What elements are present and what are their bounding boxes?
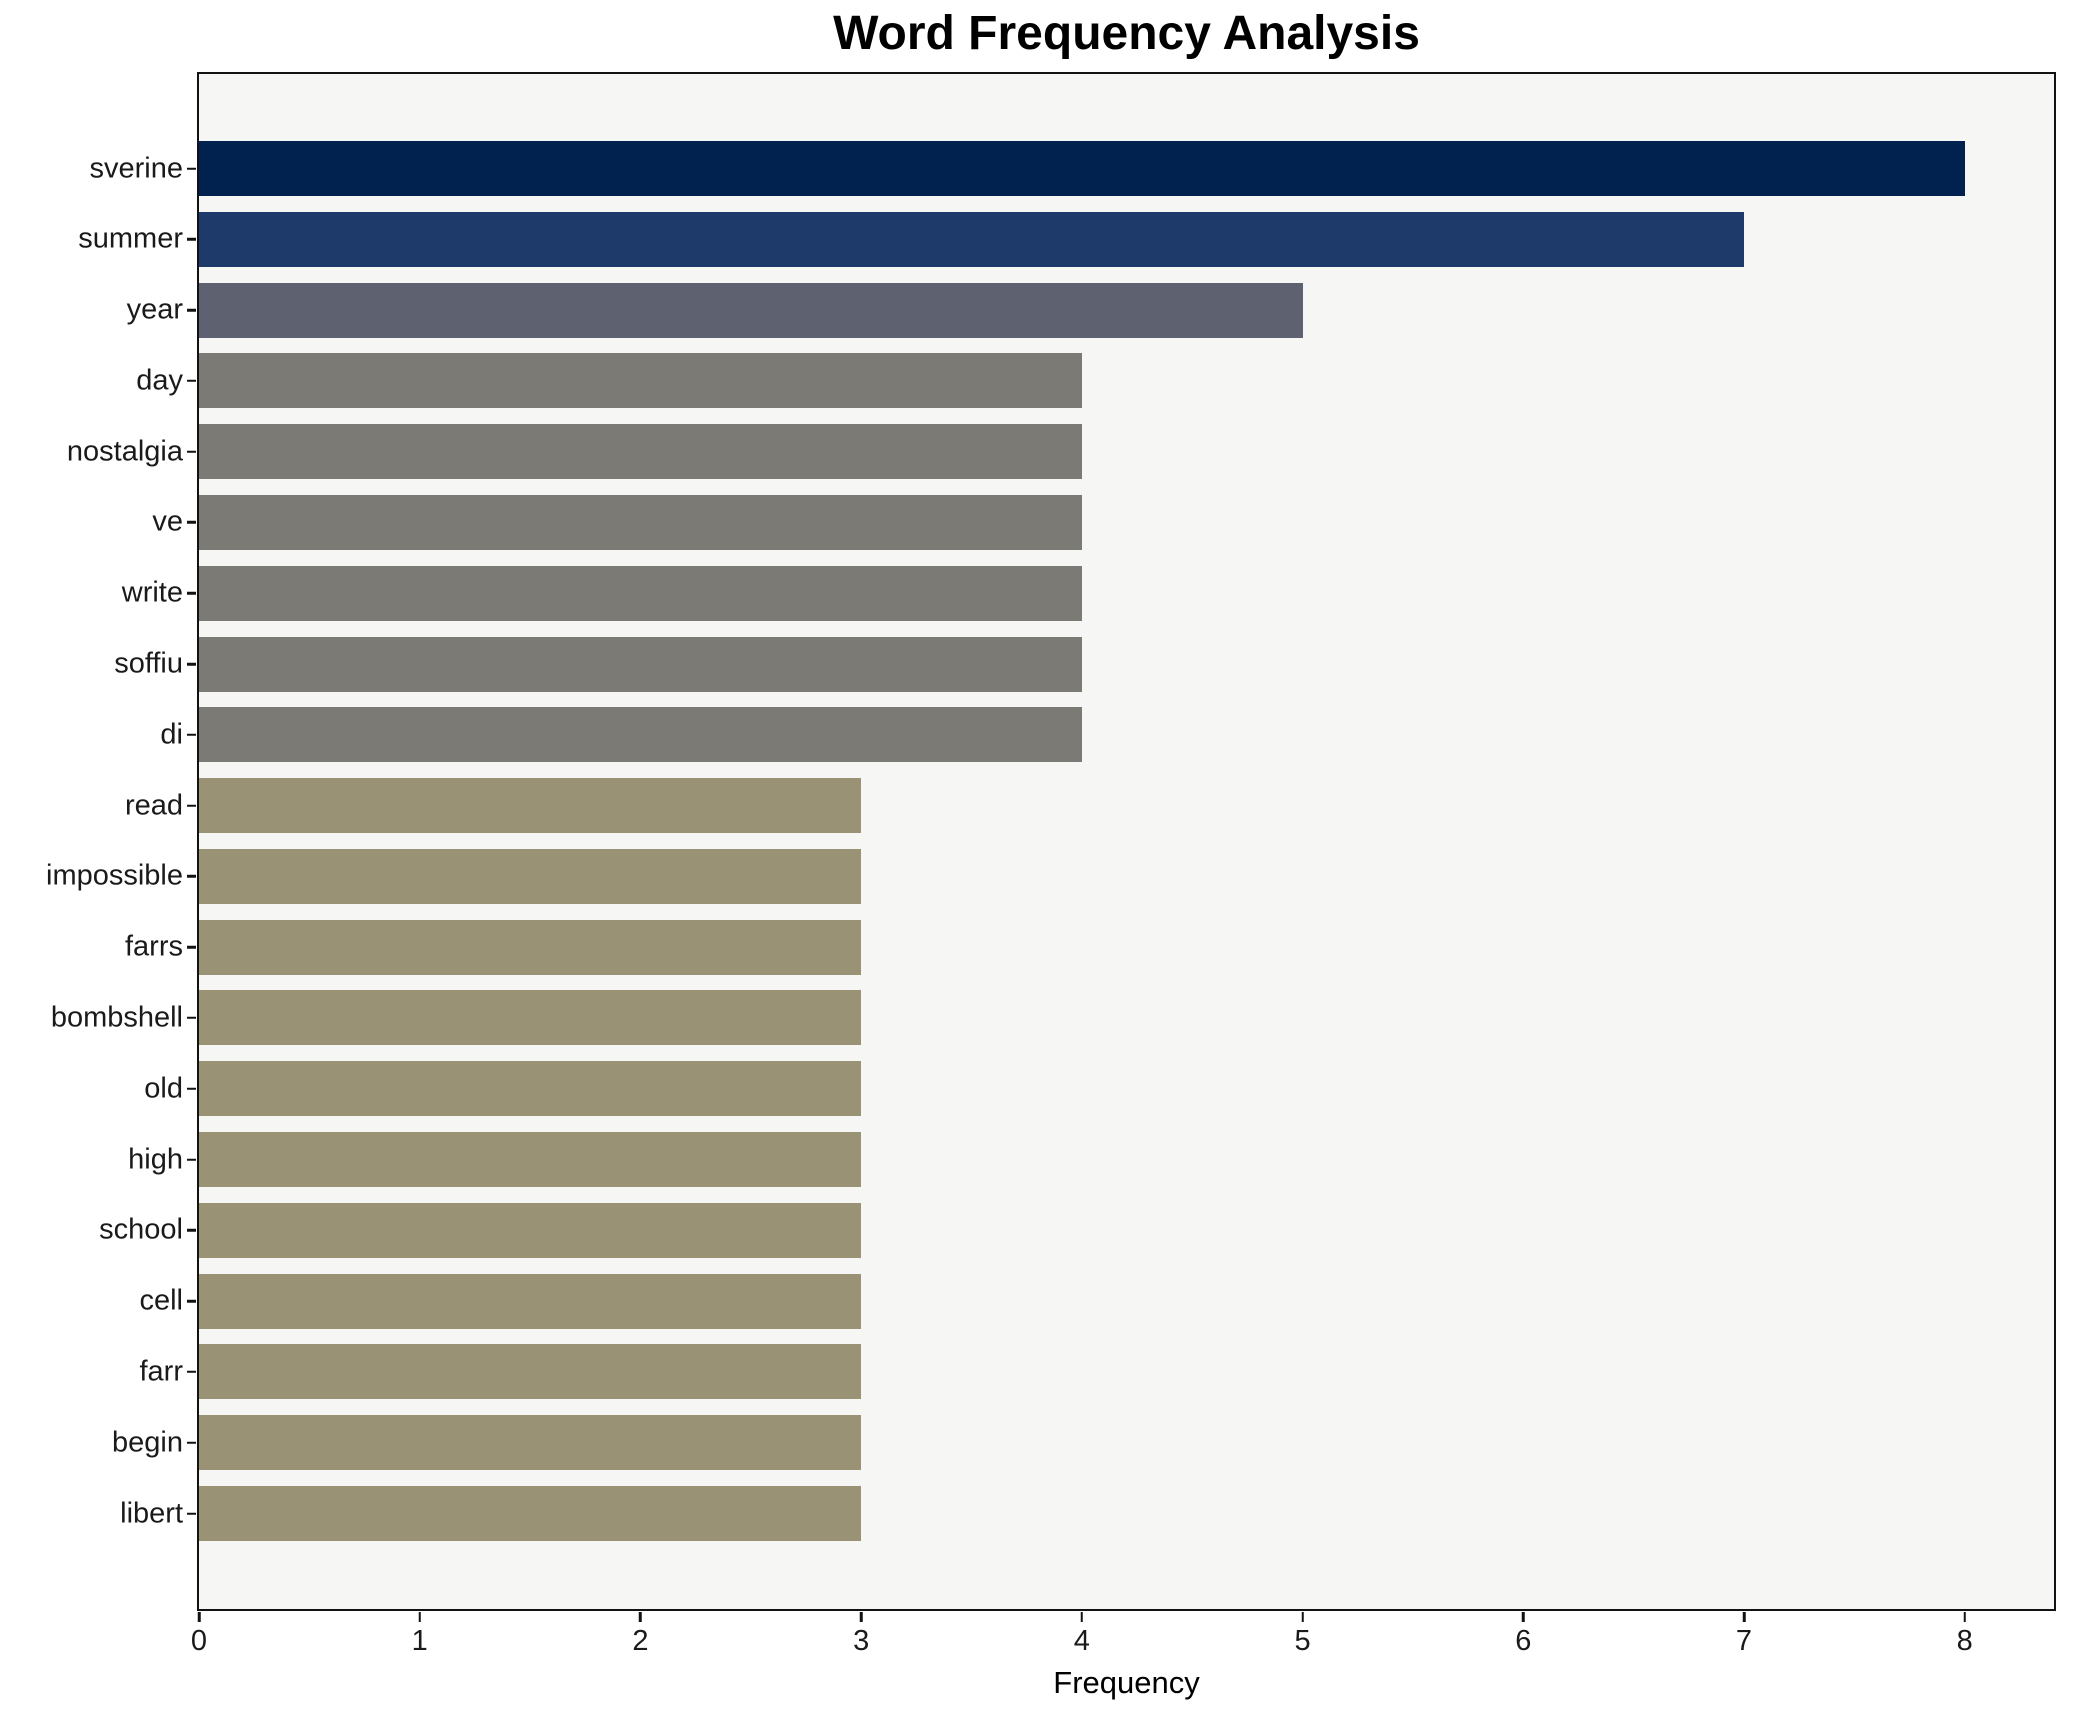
y-tick-label-di: di — [160, 718, 183, 751]
y-tick-label-school: school — [99, 1213, 183, 1246]
bar-soffiu — [199, 636, 1082, 692]
x-tick-mark — [639, 1611, 642, 1622]
y-tick-label-nostalgia: nostalgia — [66, 435, 183, 468]
y-tick-mark — [187, 167, 196, 170]
y-tick-label-farr: farr — [139, 1355, 184, 1388]
y-tick-mark — [187, 521, 196, 524]
y-tick-label-sverine: sverine — [89, 152, 184, 184]
bar-ve — [199, 494, 1082, 550]
bar-high — [199, 1132, 862, 1188]
bar-sverine — [199, 141, 1965, 196]
y-tick-mark — [187, 238, 196, 241]
y-tick-label-begin: begin — [112, 1426, 183, 1459]
y-tick-mark — [187, 591, 196, 595]
plot-area: Frequency sverine summer year day nostalgia v… — [46, 72, 2056, 1698]
y-tick-mark — [187, 1299, 196, 1303]
bar-begin — [199, 1415, 862, 1471]
x-tick-label-8: 8 — [1956, 1625, 1973, 1657]
y-tick-label-farrs: farrs — [125, 930, 183, 963]
y-tick-label-cell: cell — [139, 1284, 183, 1317]
bar-old — [199, 1061, 862, 1117]
y-tick-label-high: high — [128, 1143, 183, 1176]
bar-impossible — [199, 848, 862, 904]
y-tick-label-bombshell: bombshell — [50, 1001, 183, 1034]
y-tick-label-ve: ve — [152, 505, 183, 538]
y-tick-mark — [187, 450, 196, 453]
bar-write — [199, 565, 1082, 621]
bar-bombshell — [199, 990, 862, 1046]
y-tick-mark — [187, 379, 196, 383]
y-tick-label-soffiu: soffiu — [114, 647, 183, 680]
x-tick-mark — [418, 1611, 421, 1622]
x-tick-label-4: 4 — [1073, 1625, 1090, 1657]
x-tick-mark — [1522, 1611, 1525, 1622]
x-tick-mark — [859, 1611, 863, 1622]
bar-summer — [199, 211, 1744, 267]
y-tick-label-libert: libert — [120, 1497, 183, 1529]
y-tick-label-old: old — [144, 1072, 183, 1105]
bar-day — [199, 353, 1082, 409]
x-tick-label-1: 1 — [411, 1625, 428, 1657]
y-tick-mark — [187, 662, 196, 666]
x-tick-mark — [1080, 1611, 1084, 1622]
bar-year — [199, 282, 1303, 338]
y-tick-mark — [187, 1158, 196, 1161]
y-tick-mark — [187, 875, 196, 878]
y-tick-label-impossible: impossible — [46, 859, 183, 892]
x-tick-mark — [197, 1611, 201, 1622]
y-tick-mark — [187, 1370, 196, 1374]
y-tick-mark — [187, 308, 196, 312]
bar-cell — [199, 1273, 862, 1329]
x-tick-label-0: 0 — [190, 1625, 208, 1657]
chart-title: Word Frequency Analysis — [833, 7, 1420, 60]
x-axis-title: Frequency — [1053, 1665, 1200, 1700]
y-tick-mark — [187, 1512, 196, 1515]
y-tick-mark — [187, 733, 196, 737]
y-tick-mark — [187, 1016, 196, 1020]
bar-nostalgia — [199, 424, 1082, 480]
x-tick-mark — [1301, 1611, 1304, 1622]
y-tick-label-read: read — [124, 789, 183, 822]
y-tick-label-year: year — [126, 293, 183, 326]
x-tick-label-3: 3 — [853, 1625, 870, 1657]
x-tick-label-5: 5 — [1294, 1625, 1311, 1657]
bar-libert — [199, 1486, 862, 1541]
y-tick-label-summer: summer — [78, 222, 183, 255]
y-tick-mark — [187, 1087, 196, 1090]
y-tick-label-day: day — [136, 364, 183, 397]
y-tick-mark — [187, 804, 196, 807]
y-tick-mark — [187, 1441, 196, 1444]
y-tick-label-write: write — [121, 576, 183, 609]
bar-farrs — [199, 919, 862, 975]
y-tick-mark — [187, 945, 196, 949]
x-tick-mark — [1963, 1611, 1966, 1622]
bar-farr — [199, 1344, 862, 1400]
bar-read — [199, 778, 862, 834]
bar-school — [199, 1202, 862, 1258]
x-tick-label-6: 6 — [1515, 1625, 1532, 1657]
x-tick-label-7: 7 — [1735, 1625, 1753, 1657]
y-tick-mark — [187, 1229, 196, 1232]
bar-di — [199, 707, 1082, 763]
x-tick-label-2: 2 — [632, 1625, 649, 1657]
x-tick-mark — [1742, 1611, 1746, 1622]
